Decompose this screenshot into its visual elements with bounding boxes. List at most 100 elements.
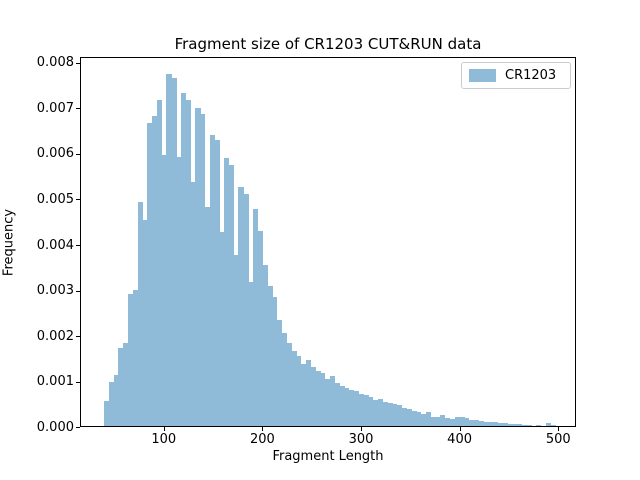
histogram-bar: [334, 383, 340, 426]
histogram-bar: [502, 423, 508, 426]
histogram-bar: [320, 373, 326, 426]
histogram-bar: [430, 416, 436, 426]
histogram-bar: [348, 389, 355, 426]
x-tick-mark: [163, 427, 165, 431]
histogram-bar: [219, 231, 225, 426]
histogram-bar: [473, 420, 480, 426]
histogram-bar: [252, 208, 259, 426]
histogram-bar: [152, 116, 158, 426]
histogram-bar: [483, 421, 489, 426]
x-tick-mark: [459, 427, 461, 431]
histogram-bar: [296, 356, 302, 426]
x-tick-label: 500: [545, 432, 571, 447]
histogram-bar: [492, 422, 499, 426]
histogram-bar: [176, 156, 182, 426]
histogram-bar: [526, 425, 532, 426]
histogram-bar: [454, 416, 460, 426]
legend: CR1203: [461, 62, 571, 89]
histogram-bar: [536, 425, 542, 426]
y-tick-mark: [76, 245, 80, 246]
histogram-bar: [459, 417, 465, 426]
x-tick-mark: [558, 427, 560, 431]
histogram-bar: [200, 113, 206, 426]
histogram-bar: [512, 424, 518, 426]
histogram-bar: [180, 93, 187, 426]
histogram-bar: [358, 394, 364, 426]
histogram-bar: [416, 412, 422, 426]
histogram-bar: [195, 107, 201, 426]
y-tick-label: 0.000: [36, 419, 74, 435]
histogram-bar: [488, 421, 494, 426]
y-tick-mark: [76, 427, 80, 428]
x-tick-mark: [361, 427, 362, 431]
histogram-bar: [228, 165, 235, 426]
y-tick-label: 0.007: [36, 100, 74, 116]
histogram-bar: [243, 193, 249, 426]
histogram-bar: [324, 379, 331, 426]
histogram-bar: [238, 187, 244, 426]
y-tick-mark: [76, 153, 80, 155]
histogram-bar: [113, 375, 119, 426]
histogram-bar: [300, 364, 307, 426]
histogram-bar: [291, 350, 297, 426]
histogram-bar: [248, 281, 254, 426]
histogram-bar: [382, 401, 388, 426]
histogram-bar: [103, 401, 110, 426]
histogram-bar: [440, 414, 446, 426]
histogram-bar: [147, 123, 153, 426]
y-tick-label: 0.002: [36, 328, 74, 344]
histogram-bar: [137, 201, 143, 426]
histogram-bar: [233, 254, 239, 426]
histogram-bar: [185, 100, 191, 426]
histogram-bar: [132, 289, 139, 426]
histogram-bar: [387, 403, 393, 426]
x-tick-mark: [262, 427, 264, 431]
histogram-bar: [281, 333, 287, 426]
y-axis-label: Frequency: [1, 208, 17, 277]
histogram-bar: [127, 293, 134, 426]
histogram-bar: [464, 417, 470, 426]
y-tick-label: 0.005: [36, 191, 74, 207]
histogram-bars: [81, 58, 575, 426]
histogram-bar: [272, 296, 278, 426]
histogram-bar: [166, 73, 172, 426]
y-tick-mark: [76, 336, 80, 337]
histogram-bar: [521, 424, 528, 426]
x-tick-label: 300: [348, 432, 374, 447]
histogram-bar: [411, 410, 417, 426]
x-axis-label: Fragment Length: [272, 449, 384, 464]
histogram-bar: [497, 422, 504, 426]
histogram-bar: [353, 390, 359, 426]
y-tick-mark: [76, 108, 80, 110]
x-tick-label: 400: [447, 432, 472, 447]
histogram-bar: [516, 423, 523, 426]
histogram-bar: [123, 342, 129, 426]
histogram-bar: [478, 421, 484, 426]
histogram-bar: [406, 408, 412, 426]
histogram-bar: [204, 206, 211, 426]
histogram-bar: [108, 382, 115, 426]
histogram-bar: [224, 158, 230, 426]
histogram-bar: [310, 366, 316, 426]
histogram-bar: [392, 404, 398, 426]
histogram-bar: [550, 425, 556, 426]
histogram-bar: [444, 417, 451, 426]
x-tick-label: 100: [151, 432, 177, 447]
chart-title: Fragment size of CR1203 CUT&RUN data: [174, 35, 482, 53]
plot-area: [80, 57, 576, 427]
histogram-bar: [449, 418, 456, 426]
histogram-bar: [545, 422, 552, 426]
y-tick-label: 0.006: [36, 146, 74, 162]
histogram-bar: [468, 419, 475, 426]
histogram-bar: [339, 386, 345, 426]
histogram-bar: [344, 388, 350, 426]
legend-label: CR1203: [505, 68, 557, 83]
histogram-bar: [276, 320, 283, 426]
histogram-bar: [214, 140, 220, 426]
histogram-bar: [118, 348, 124, 426]
histogram-bar: [156, 100, 163, 426]
legend-swatch: [469, 69, 496, 82]
histogram-bar: [209, 135, 215, 426]
histogram-bar: [401, 407, 407, 426]
